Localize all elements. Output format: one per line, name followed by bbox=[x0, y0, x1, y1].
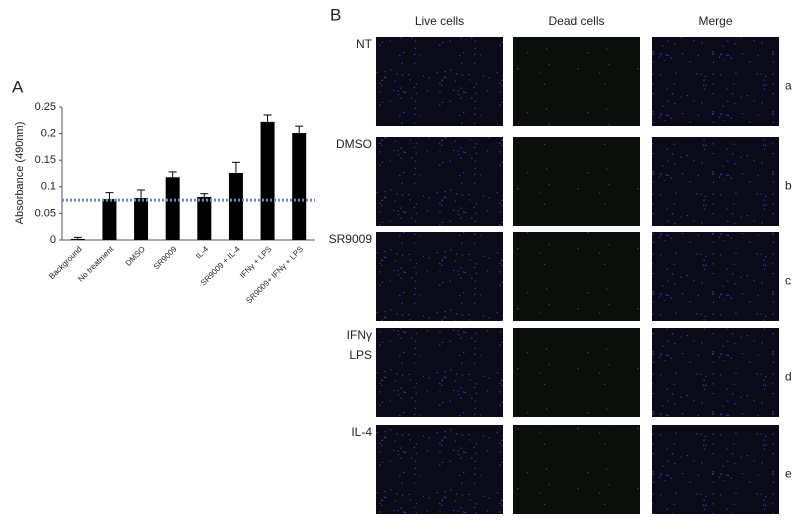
panel-label: A bbox=[12, 77, 24, 96]
y-tick-label: 0.05 bbox=[35, 207, 56, 219]
micrograph bbox=[513, 328, 640, 417]
column-header: Dead cells bbox=[548, 14, 604, 28]
y-tick-label: 0.25 bbox=[35, 101, 56, 113]
error-bar bbox=[295, 125, 304, 134]
y-tick-label: 0.15 bbox=[35, 154, 56, 166]
micrograph bbox=[376, 425, 503, 514]
micrograph bbox=[513, 37, 640, 126]
x-tick-label: DMSO bbox=[124, 245, 147, 268]
row-letter: e bbox=[785, 467, 792, 481]
micrograph bbox=[376, 328, 503, 417]
micrograph bbox=[513, 425, 640, 514]
micrograph bbox=[652, 37, 779, 126]
error-bar bbox=[231, 161, 240, 173]
micrograph bbox=[652, 328, 779, 417]
panel-label: B bbox=[330, 5, 341, 24]
bar bbox=[102, 199, 117, 240]
x-tick-label: SR9009+ IFNγ + LPS bbox=[244, 245, 305, 306]
row-label: IFNγ bbox=[347, 328, 372, 342]
row-letter: d bbox=[785, 370, 792, 384]
y-tick-label: 0.2 bbox=[41, 128, 56, 140]
row-letter: b bbox=[785, 179, 792, 193]
micrograph bbox=[376, 232, 503, 321]
y-axis-label: Absorbance (490nm) bbox=[14, 122, 26, 225]
row-label: NT bbox=[356, 37, 373, 51]
y-tick-label: 0 bbox=[50, 234, 56, 246]
bar bbox=[292, 133, 307, 240]
bar bbox=[165, 177, 180, 240]
row-label: SR9009 bbox=[329, 232, 373, 246]
error-bar bbox=[73, 236, 82, 239]
y-tick-label: 0.1 bbox=[41, 181, 56, 193]
bar bbox=[134, 197, 149, 240]
bar bbox=[228, 172, 243, 240]
micrograph bbox=[652, 425, 779, 514]
micrograph bbox=[376, 137, 503, 226]
error-bar bbox=[168, 171, 177, 178]
column-header: Live cells bbox=[415, 14, 464, 28]
error-bar bbox=[200, 193, 209, 197]
error-bar bbox=[263, 114, 272, 122]
row-label: IL-4 bbox=[351, 425, 372, 439]
micrograph bbox=[513, 137, 640, 226]
row-letter: a bbox=[785, 79, 792, 93]
bar bbox=[70, 238, 85, 240]
column-header: Merge bbox=[698, 14, 732, 28]
micrograph bbox=[513, 232, 640, 321]
micrograph bbox=[652, 137, 779, 226]
micrograph bbox=[376, 37, 503, 126]
row-label: DMSO bbox=[336, 137, 372, 151]
x-tick-label: SR9009 bbox=[152, 244, 179, 271]
micrograph bbox=[652, 232, 779, 321]
error-bar bbox=[137, 189, 146, 198]
row-letter: c bbox=[785, 274, 791, 288]
bar bbox=[197, 196, 212, 240]
error-bar bbox=[105, 192, 114, 200]
x-tick-label: IL-4 bbox=[194, 244, 211, 261]
row-label: LPS bbox=[349, 348, 372, 362]
bar bbox=[260, 121, 275, 240]
